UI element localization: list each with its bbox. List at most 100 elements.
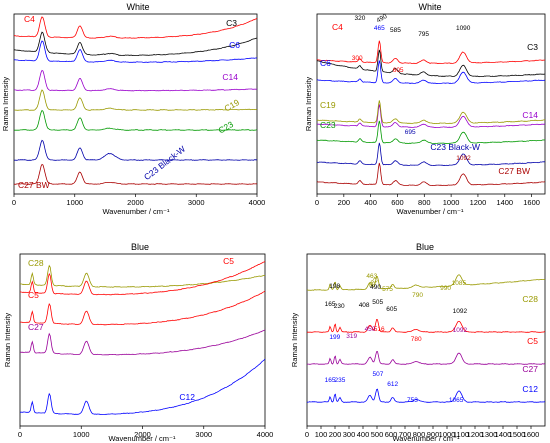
series-label: C27 BW — [498, 166, 530, 176]
x-tick-label: 2000 — [127, 198, 144, 207]
x-tick-label: 1600 — [523, 430, 540, 439]
spectrum-line-c23-black-w — [13, 139, 258, 161]
peak-label: 235 — [334, 377, 345, 384]
spectrum-line-c14 — [316, 104, 546, 128]
spectrum-line-c27 — [19, 329, 266, 356]
y-axis-label: Raman Intensity — [290, 313, 299, 367]
plot-frame — [316, 13, 546, 195]
peak-label: 320 — [354, 15, 365, 22]
series-label: C19 — [222, 97, 241, 114]
peak-label: 1085 — [452, 280, 467, 287]
series-label: C4 — [24, 14, 35, 24]
series-label: C5 — [223, 256, 234, 266]
panel-blue-zoom: Blue Raman Intensity Wavenumber / cm⁻¹ 0… — [290, 242, 546, 443]
spectrum-line-c19 — [316, 100, 546, 125]
x-axis-label: Wavenumber / cm⁻¹ — [102, 207, 170, 216]
peak-label: 585 — [390, 27, 401, 34]
x-tick-label: 500 — [371, 430, 384, 439]
x-tick-label: 1000 — [66, 198, 83, 207]
x-ticks: 0 100 200 300 400 500 600 700 800 900 100011001200… — [305, 426, 539, 439]
spectrum-line-c12 — [306, 388, 545, 403]
x-tick-label: 1600 — [523, 198, 540, 207]
x-tick-label: 1000 — [439, 430, 456, 439]
peak-label: 198 — [329, 283, 340, 290]
peak-label: 1092 — [453, 327, 468, 334]
peak-label: 507 — [373, 371, 384, 378]
x-tick-label: 0 — [315, 198, 319, 207]
spectrum-line-c23 — [317, 120, 546, 145]
series-label: C23 Black-W — [430, 142, 480, 152]
y-axis-label: Raman Intensity — [304, 77, 313, 131]
peak-label: 300 — [352, 55, 363, 62]
panel-title: White — [418, 2, 441, 12]
x-tick-label: 1200 — [470, 198, 487, 207]
x-tick-label: 100 — [315, 430, 328, 439]
plot-frame — [306, 253, 546, 427]
series-label: C12 — [522, 384, 538, 394]
peak-label: 490 — [376, 13, 389, 25]
peak-label: 990 — [440, 285, 451, 292]
series-label: C3 — [527, 42, 538, 52]
x-tick-label: 600 — [385, 430, 398, 439]
spectrum-line-c6 — [316, 60, 546, 85]
peak-label: 695 — [405, 129, 416, 136]
x-tick-label: 200 — [329, 430, 342, 439]
x-tick-label: 3000 — [195, 430, 212, 439]
x-tick-label: 1100 — [453, 430, 469, 439]
x-ticks: 0 200 400 600 800 1000 1200 1400 1600 — [315, 194, 540, 207]
peak-label: 505 — [372, 299, 383, 306]
spectrum-line-c28 — [19, 264, 265, 288]
series-label: C6 — [320, 58, 331, 68]
y-axis-label: Raman Intensity — [1, 77, 10, 131]
spectrum-line-c4 — [14, 16, 258, 39]
peak-label: 605 — [386, 306, 397, 313]
peak-label: 490 — [370, 284, 381, 291]
x-tick-label: 1400 — [495, 430, 512, 439]
plot-frame — [13, 13, 258, 195]
panel-title: Blue — [131, 242, 149, 252]
x-ticks: 0 1000 2000 3000 4000 — [12, 194, 265, 207]
spectrum-line-c5 — [307, 319, 546, 333]
x-tick-label: 700 — [399, 430, 412, 439]
series-label: C23 — [320, 120, 336, 130]
y-axis-label: Raman Intensity — [3, 313, 12, 367]
x-tick-label: 400 — [357, 430, 370, 439]
x-tick-label: 3000 — [188, 198, 205, 207]
series-label: C4 — [332, 22, 343, 32]
series-labels: C3 C4 C6 C14 C19 C23 C23 Black-W C27 BW — [320, 22, 538, 176]
peak-label: 450 — [365, 326, 376, 333]
series-labels: C28 C5 C27 C12 — [522, 294, 538, 394]
panel-blue-full: Blue Raman Intensity Wavenumber / cm⁻¹ 0… — [3, 242, 273, 443]
x-tick-label: 2000 — [134, 430, 151, 439]
series-label: C27 — [522, 364, 538, 374]
series-label: C27 BW — [18, 180, 50, 190]
spectra — [19, 261, 266, 416]
spectrum-line-c27-bw — [13, 163, 258, 185]
x-tick-label: 1200 — [467, 430, 484, 439]
x-tick-label: 1000 — [73, 430, 90, 439]
spectrum-line-c12 — [19, 358, 266, 416]
peak-label: 516 — [374, 326, 385, 333]
peak-label: 165 — [325, 301, 336, 308]
x-tick-label: 1000 — [443, 198, 460, 207]
panel-white-zoom: White Raman Intensity Wavenumber / cm⁻¹ … — [304, 2, 546, 216]
x-tick-label: 0 — [18, 430, 22, 439]
peak-label: 465 — [374, 25, 385, 32]
peak-label: 795 — [418, 31, 429, 38]
peak-label: 753 — [407, 397, 418, 404]
x-tick-label: 400 — [364, 198, 377, 207]
x-tick-label: 900 — [427, 430, 440, 439]
series-label: C6 — [229, 40, 240, 50]
spectrum-line-c5 — [20, 290, 266, 326]
x-tick-label: 4000 — [257, 430, 274, 439]
peak-label: 199 — [329, 334, 340, 341]
peak-label: 575 — [382, 286, 393, 293]
x-tick-label: 1500 — [509, 430, 526, 439]
series-label: C14 — [222, 72, 238, 82]
peak-label: 319 — [346, 333, 357, 340]
peak-label: 408 — [359, 302, 370, 309]
plot-frame — [19, 253, 266, 427]
x-tick-label: 4000 — [249, 198, 266, 207]
